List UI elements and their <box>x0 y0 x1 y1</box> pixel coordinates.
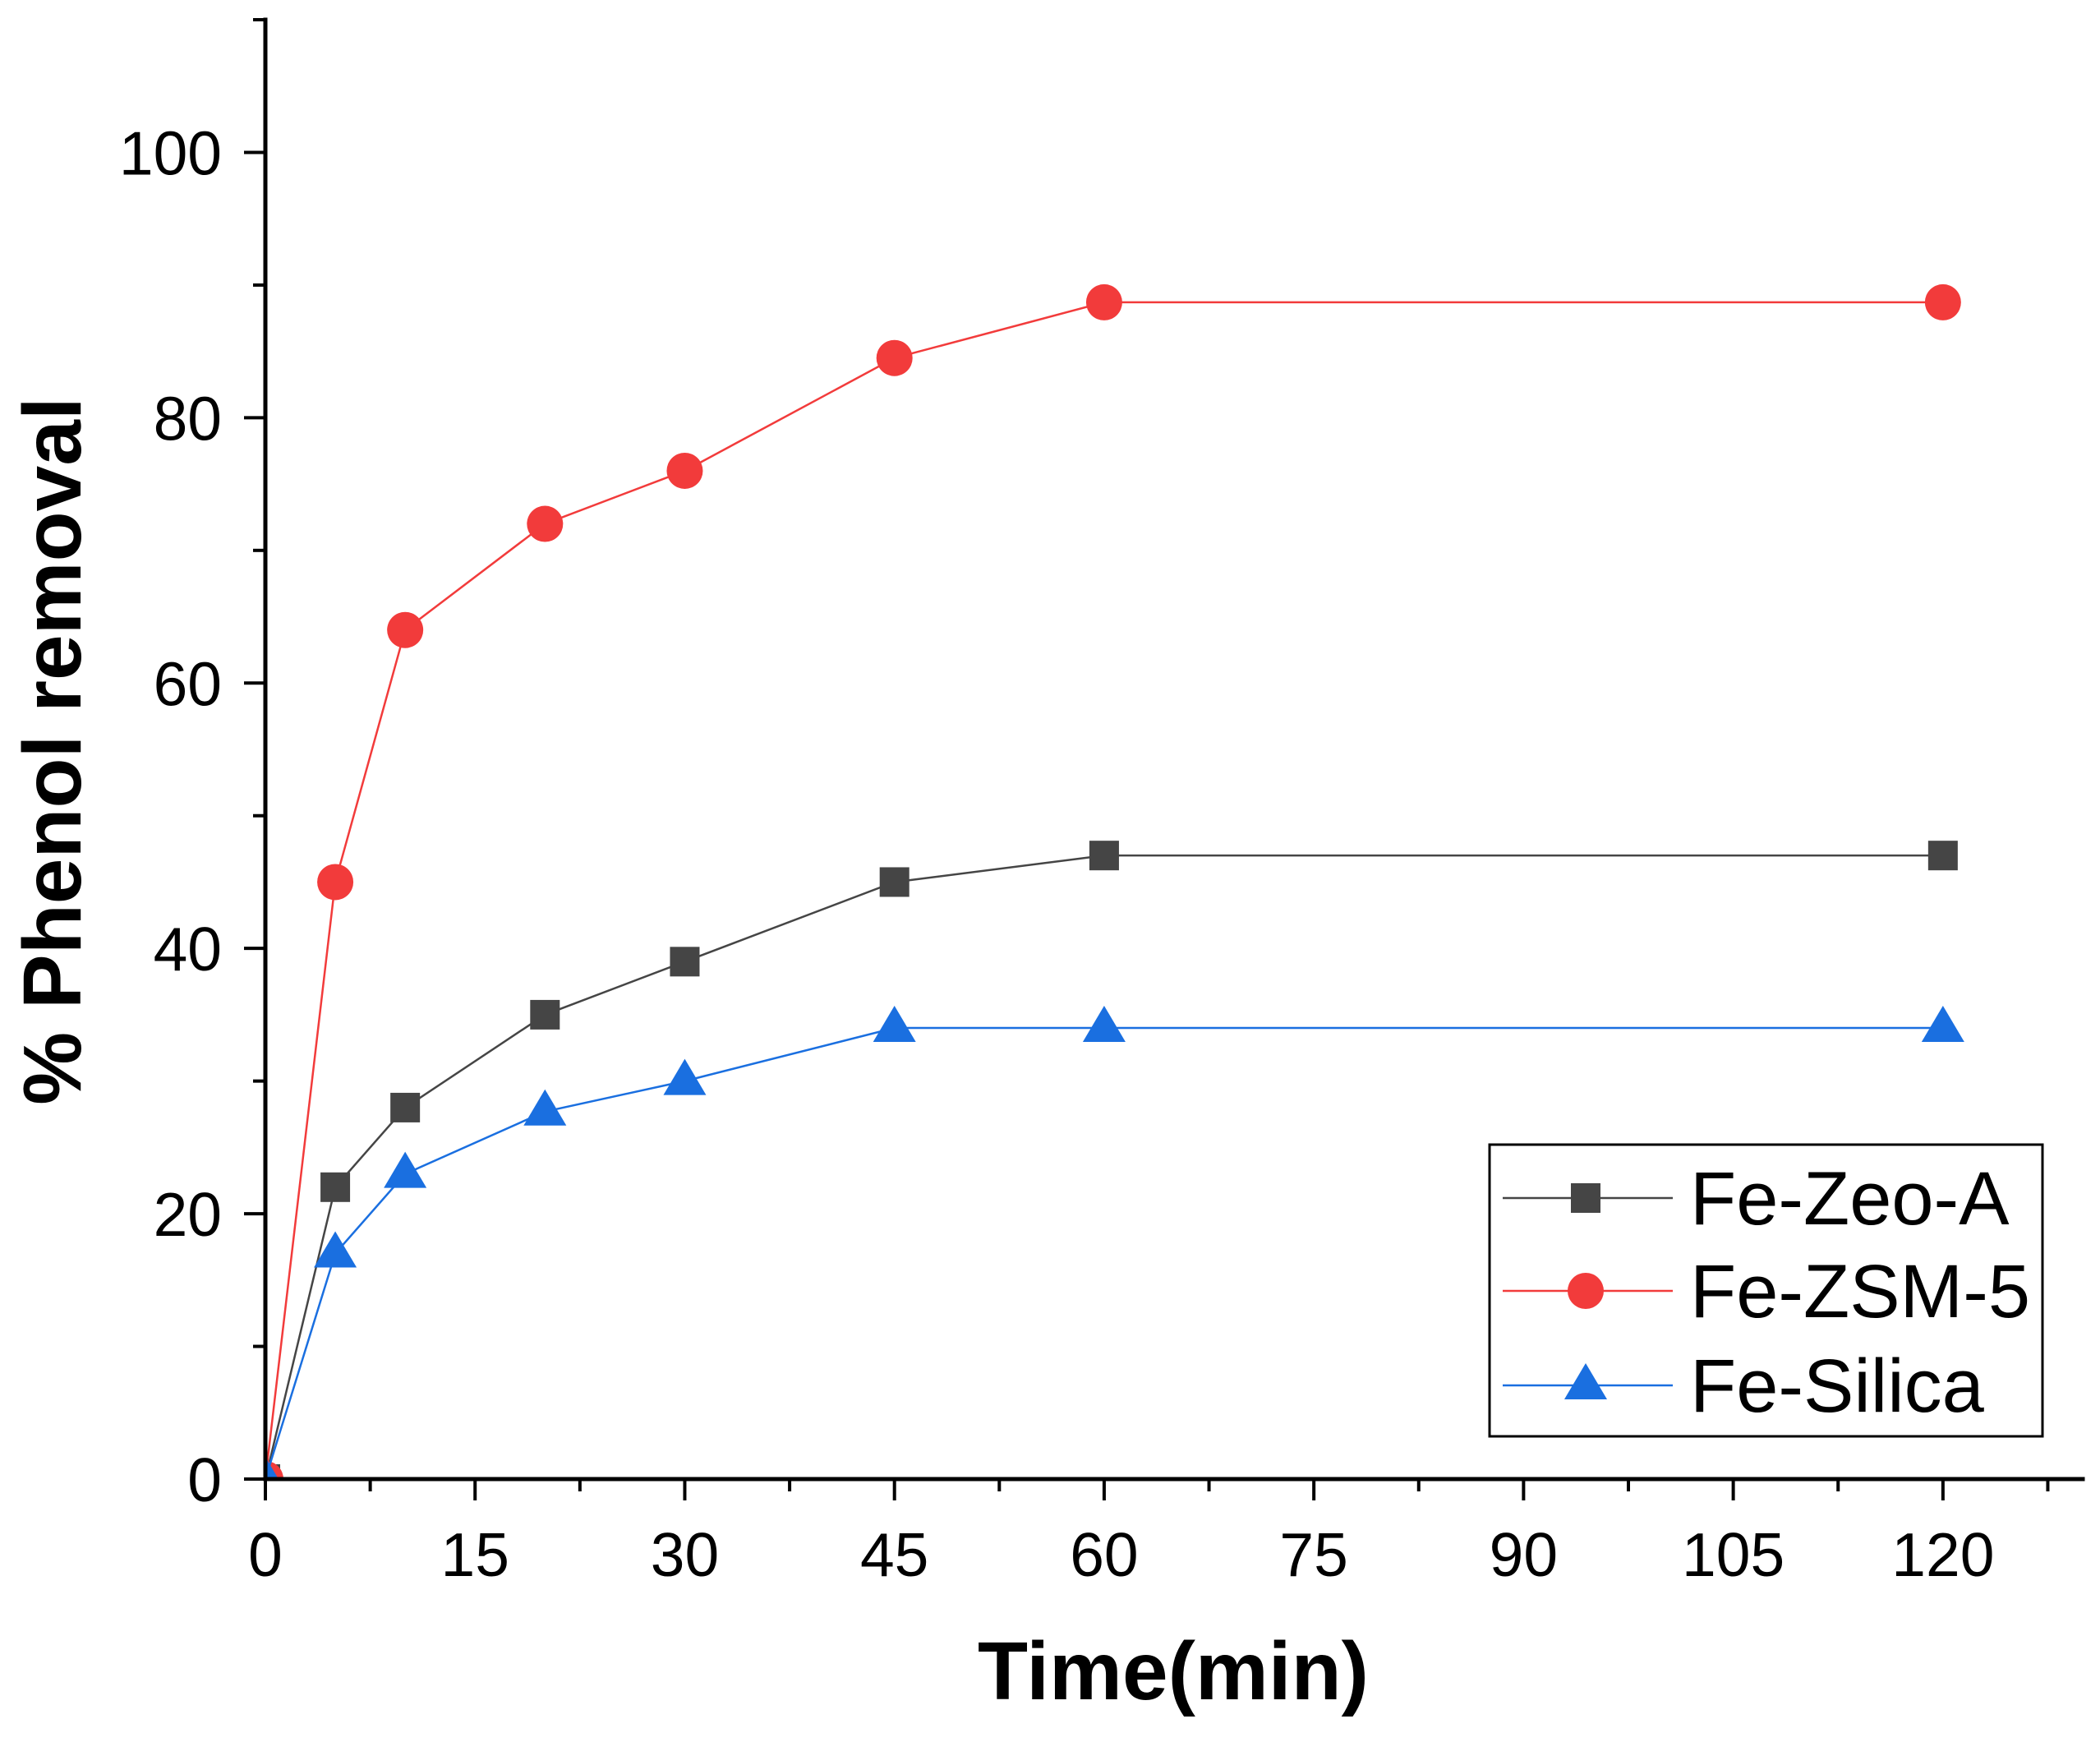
data-point-fe-silica <box>314 1231 357 1268</box>
data-point-fe-zeo-a <box>879 867 910 897</box>
data-point-fe-zsm-5 <box>666 452 703 489</box>
axes: 0 15 30 45 60 75 90 105 120 0 20 40 60 80 100 <box>119 17 2085 1589</box>
data-point-fe-zeo-a <box>670 947 700 977</box>
y-tick-label: 100 <box>119 118 222 187</box>
data-point-fe-zsm-5 <box>527 505 564 542</box>
x-tick-label: 75 <box>1279 1520 1347 1589</box>
legend-swatch-fe-silica <box>1503 1363 1673 1399</box>
legend-swatch-fe-zeo-a <box>1503 1183 1673 1213</box>
series-layer <box>265 283 1964 1479</box>
data-point-fe-zeo-a <box>320 1172 351 1202</box>
y-tick-label: 20 <box>154 1180 222 1249</box>
data-point-fe-silica <box>384 1151 427 1188</box>
y-tick-label: 60 <box>154 649 222 718</box>
data-point-fe-zsm-5 <box>1924 283 1961 320</box>
data-point-fe-zeo-a <box>530 999 560 1030</box>
legend-swatches <box>1503 1183 1673 1399</box>
legend-label-fe-zeo-a: Fe-Zeo-A <box>1690 1157 2010 1241</box>
x-tick-label: 15 <box>441 1520 509 1589</box>
data-point-fe-silica <box>265 1457 279 1479</box>
data-point-fe-zeo-a <box>1927 841 1958 871</box>
x-tick-label: 30 <box>651 1520 719 1589</box>
series-line-fe-silica <box>265 1026 1943 1479</box>
x-tick-label: 120 <box>1891 1520 1994 1589</box>
legend-marker-circle <box>1568 1273 1604 1309</box>
x-tick-label: 60 <box>1070 1520 1138 1589</box>
data-point-fe-silica <box>663 1058 707 1095</box>
x-tick-label: 0 <box>248 1520 283 1589</box>
y-tick-label: 40 <box>154 915 222 984</box>
data-point-fe-zsm-5 <box>1085 283 1122 320</box>
legend-label-fe-silica: Fe-Silica <box>1690 1344 1985 1428</box>
legend: Fe-Zeo-A Fe-ZSM-5 Fe-Silica <box>1488 1143 2044 1438</box>
data-point-fe-zsm-5 <box>387 611 424 648</box>
series-fe-silica <box>265 1006 1964 1479</box>
legend-marker-triangle <box>1564 1363 1607 1399</box>
data-point-fe-zsm-5 <box>317 864 354 901</box>
series-fe-zsm-5 <box>265 283 1961 1479</box>
x-tick-label: 105 <box>1682 1520 1785 1589</box>
data-point-fe-silica <box>873 1006 916 1043</box>
data-point-fe-zeo-a <box>390 1092 421 1122</box>
legend-marker-square <box>1571 1183 1600 1213</box>
y-tick-label: 0 <box>187 1445 222 1514</box>
x-tick-label: 90 <box>1490 1520 1558 1589</box>
data-point-fe-zsm-5 <box>876 339 913 376</box>
x-tick-label: 45 <box>860 1520 928 1589</box>
series-line-fe-zsm-5 <box>265 301 1943 1479</box>
data-point-fe-silica <box>1921 1006 1964 1043</box>
data-point-fe-silica <box>1082 1006 1126 1043</box>
y-tick-label: 80 <box>154 384 222 453</box>
legend-label-fe-zsm-5: Fe-ZSM-5 <box>1690 1250 2030 1334</box>
legend-swatch-fe-zsm-5 <box>1503 1273 1673 1309</box>
data-point-fe-zeo-a <box>1089 841 1119 871</box>
x-axis-title: Time(min) <box>978 1625 1369 1717</box>
y-axis-title: % Phenol removal <box>7 397 99 1104</box>
data-point-fe-silica <box>523 1089 567 1126</box>
